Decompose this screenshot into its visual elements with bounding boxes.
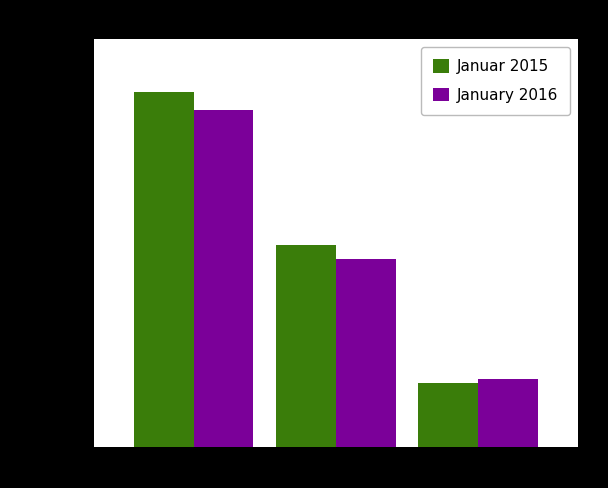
- Bar: [194, 110, 254, 447]
- Bar: [418, 383, 478, 447]
- Bar: [336, 259, 396, 447]
- Bar: [134, 92, 194, 447]
- Bar: [478, 379, 538, 447]
- Bar: [276, 244, 336, 447]
- Legend: Januar 2015, January 2016: Januar 2015, January 2016: [421, 47, 570, 115]
